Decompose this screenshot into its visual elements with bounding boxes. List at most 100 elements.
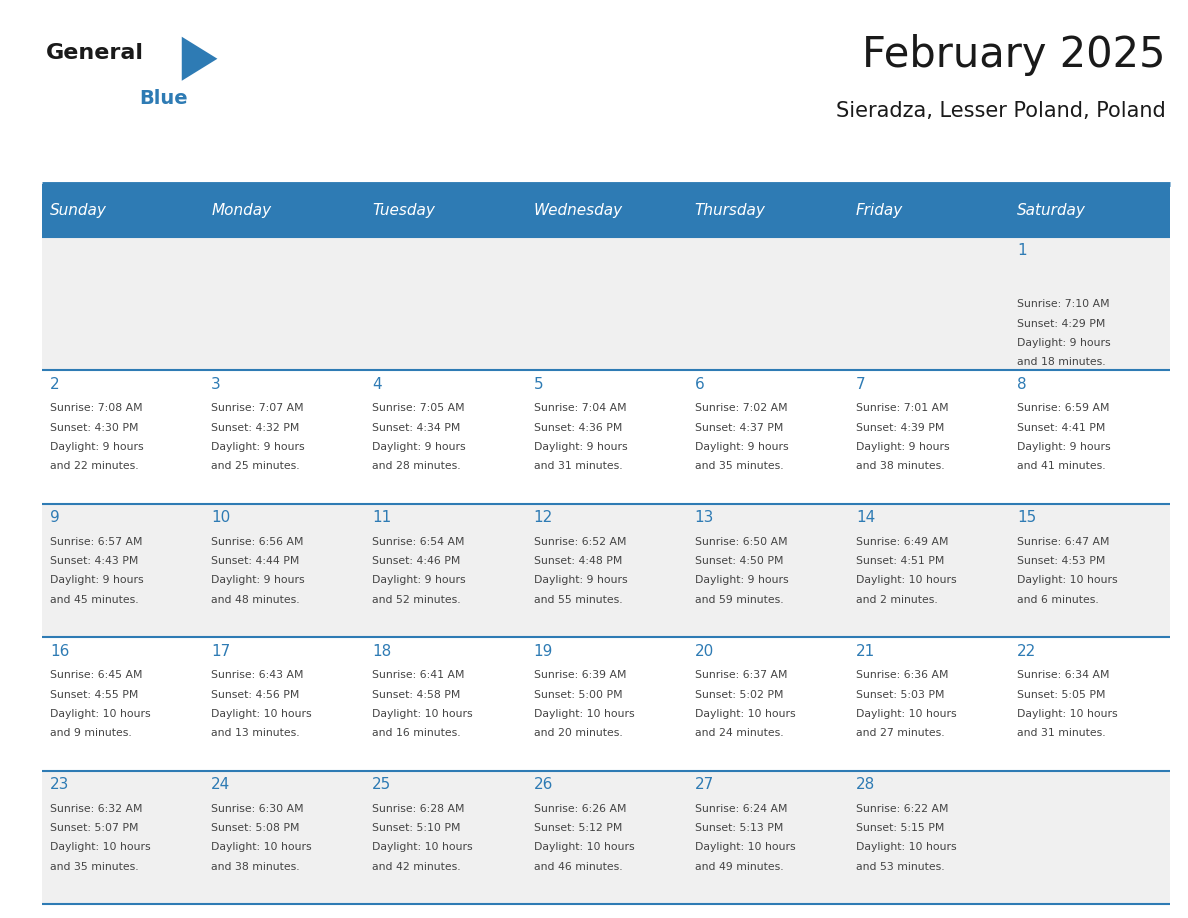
Text: Sunrise: 7:01 AM: Sunrise: 7:01 AM (857, 403, 949, 413)
Text: Monday: Monday (211, 203, 271, 218)
Text: Sunset: 4:32 PM: Sunset: 4:32 PM (211, 422, 299, 432)
Text: Sunrise: 6:59 AM: Sunrise: 6:59 AM (1017, 403, 1110, 413)
Text: Sunrise: 6:47 AM: Sunrise: 6:47 AM (1017, 537, 1110, 547)
Text: Sunset: 4:39 PM: Sunset: 4:39 PM (857, 422, 944, 432)
Bar (42, 370, 1170, 504)
Text: 19: 19 (533, 644, 552, 659)
Bar (42, 771, 1170, 904)
Text: Daylight: 10 hours: Daylight: 10 hours (211, 843, 311, 852)
Text: and 28 minutes.: and 28 minutes. (372, 461, 461, 471)
Text: 23: 23 (50, 778, 69, 792)
Text: Sunrise: 6:26 AM: Sunrise: 6:26 AM (533, 804, 626, 813)
Text: 25: 25 (372, 778, 392, 792)
Text: Sunrise: 6:36 AM: Sunrise: 6:36 AM (857, 670, 948, 680)
Text: Daylight: 9 hours: Daylight: 9 hours (372, 576, 466, 586)
Text: 13: 13 (695, 510, 714, 525)
Text: 21: 21 (857, 644, 876, 659)
Text: Sunrise: 6:28 AM: Sunrise: 6:28 AM (372, 804, 465, 813)
Text: Daylight: 9 hours: Daylight: 9 hours (533, 576, 627, 586)
Text: 2: 2 (50, 376, 59, 392)
Text: Daylight: 9 hours: Daylight: 9 hours (50, 576, 144, 586)
Text: 1: 1 (1017, 243, 1026, 258)
Text: 17: 17 (211, 644, 230, 659)
Text: Daylight: 9 hours: Daylight: 9 hours (857, 442, 949, 452)
Text: 8: 8 (1017, 376, 1026, 392)
Text: General: General (46, 43, 144, 63)
Text: Sunset: 5:03 PM: Sunset: 5:03 PM (857, 689, 944, 700)
Text: 11: 11 (372, 510, 392, 525)
Text: Daylight: 10 hours: Daylight: 10 hours (211, 709, 311, 719)
Text: and 25 minutes.: and 25 minutes. (211, 461, 299, 471)
Text: Daylight: 10 hours: Daylight: 10 hours (695, 709, 796, 719)
Text: Sunrise: 6:49 AM: Sunrise: 6:49 AM (857, 537, 948, 547)
Text: Daylight: 9 hours: Daylight: 9 hours (211, 442, 305, 452)
Text: and 24 minutes.: and 24 minutes. (695, 728, 783, 738)
Text: and 27 minutes.: and 27 minutes. (857, 728, 944, 738)
Text: Sunrise: 6:41 AM: Sunrise: 6:41 AM (372, 670, 465, 680)
Text: Sunset: 4:36 PM: Sunset: 4:36 PM (533, 422, 623, 432)
Text: Sunset: 4:48 PM: Sunset: 4:48 PM (533, 556, 623, 566)
Text: Daylight: 9 hours: Daylight: 9 hours (50, 442, 144, 452)
Bar (42, 237, 1170, 370)
Text: and 49 minutes.: and 49 minutes. (695, 862, 783, 871)
Text: 18: 18 (372, 644, 392, 659)
Text: Daylight: 9 hours: Daylight: 9 hours (1017, 442, 1111, 452)
Text: Sunset: 4:37 PM: Sunset: 4:37 PM (695, 422, 783, 432)
Text: Sunset: 4:58 PM: Sunset: 4:58 PM (372, 689, 461, 700)
Text: Sunset: 4:55 PM: Sunset: 4:55 PM (50, 689, 138, 700)
Text: Sunset: 4:46 PM: Sunset: 4:46 PM (372, 556, 461, 566)
Text: Daylight: 10 hours: Daylight: 10 hours (857, 576, 956, 586)
Text: and 53 minutes.: and 53 minutes. (857, 862, 944, 871)
Text: Thursday: Thursday (695, 203, 766, 218)
Text: and 20 minutes.: and 20 minutes. (533, 728, 623, 738)
Text: Sunset: 4:53 PM: Sunset: 4:53 PM (1017, 556, 1106, 566)
Text: Sunrise: 6:45 AM: Sunrise: 6:45 AM (50, 670, 143, 680)
Text: Sunrise: 7:04 AM: Sunrise: 7:04 AM (533, 403, 626, 413)
Text: Sieradza, Lesser Poland, Poland: Sieradza, Lesser Poland, Poland (835, 101, 1165, 121)
Text: and 55 minutes.: and 55 minutes. (533, 595, 623, 605)
Text: 22: 22 (1017, 644, 1036, 659)
Text: Sunset: 5:08 PM: Sunset: 5:08 PM (211, 823, 299, 833)
Text: Sunset: 5:10 PM: Sunset: 5:10 PM (372, 823, 461, 833)
Text: and 13 minutes.: and 13 minutes. (211, 728, 299, 738)
Text: Sunset: 4:50 PM: Sunset: 4:50 PM (695, 556, 783, 566)
Text: and 35 minutes.: and 35 minutes. (50, 862, 139, 871)
Text: Sunrise: 6:24 AM: Sunrise: 6:24 AM (695, 804, 788, 813)
Text: Sunrise: 7:05 AM: Sunrise: 7:05 AM (372, 403, 465, 413)
Text: and 46 minutes.: and 46 minutes. (533, 862, 623, 871)
Text: 10: 10 (211, 510, 230, 525)
Bar (42, 504, 1170, 637)
Text: Daylight: 9 hours: Daylight: 9 hours (533, 442, 627, 452)
Text: Saturday: Saturday (1017, 203, 1086, 218)
Text: and 38 minutes.: and 38 minutes. (211, 862, 299, 871)
Text: and 2 minutes.: and 2 minutes. (857, 595, 937, 605)
Text: Sunset: 4:56 PM: Sunset: 4:56 PM (211, 689, 299, 700)
Text: Daylight: 10 hours: Daylight: 10 hours (533, 709, 634, 719)
Text: Daylight: 10 hours: Daylight: 10 hours (857, 843, 956, 852)
Text: Sunrise: 6:37 AM: Sunrise: 6:37 AM (695, 670, 788, 680)
Text: Blue: Blue (139, 89, 188, 108)
Text: Sunrise: 6:30 AM: Sunrise: 6:30 AM (211, 804, 304, 813)
Text: Sunrise: 6:56 AM: Sunrise: 6:56 AM (211, 537, 304, 547)
Text: and 16 minutes.: and 16 minutes. (372, 728, 461, 738)
Text: 15: 15 (1017, 510, 1036, 525)
Text: 7: 7 (857, 376, 866, 392)
Text: Sunrise: 6:52 AM: Sunrise: 6:52 AM (533, 537, 626, 547)
Text: Daylight: 9 hours: Daylight: 9 hours (695, 442, 789, 452)
Text: Sunrise: 6:54 AM: Sunrise: 6:54 AM (372, 537, 465, 547)
Text: and 59 minutes.: and 59 minutes. (695, 595, 783, 605)
Text: Daylight: 9 hours: Daylight: 9 hours (695, 576, 789, 586)
Text: and 31 minutes.: and 31 minutes. (533, 461, 623, 471)
Text: February 2025: February 2025 (862, 34, 1165, 76)
Text: Sunset: 5:13 PM: Sunset: 5:13 PM (695, 823, 783, 833)
Text: Daylight: 10 hours: Daylight: 10 hours (372, 709, 473, 719)
Text: 20: 20 (695, 644, 714, 659)
Text: 6: 6 (695, 376, 704, 392)
Text: Sunset: 4:44 PM: Sunset: 4:44 PM (211, 556, 299, 566)
Text: Daylight: 10 hours: Daylight: 10 hours (533, 843, 634, 852)
Text: Daylight: 10 hours: Daylight: 10 hours (1017, 709, 1118, 719)
Bar (42, 637, 1170, 771)
Text: and 9 minutes.: and 9 minutes. (50, 728, 132, 738)
Text: Daylight: 10 hours: Daylight: 10 hours (857, 709, 956, 719)
Text: Daylight: 9 hours: Daylight: 9 hours (211, 576, 305, 586)
